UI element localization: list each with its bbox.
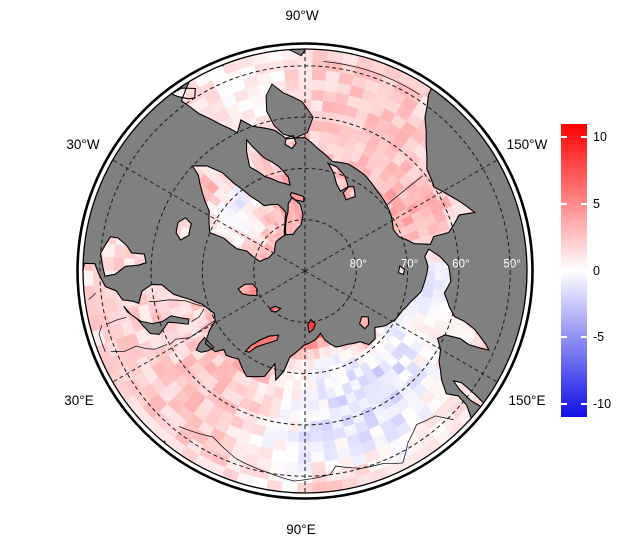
border-amur-border xyxy=(402,415,454,464)
sea-polygon-hudson-bay xyxy=(265,83,314,139)
meridian-label-3: 90°E xyxy=(286,522,315,537)
border-baltics-russia xyxy=(136,344,167,350)
coastline-banks-island xyxy=(342,186,356,201)
sea-polygon-white-sea xyxy=(195,336,215,353)
coastline-british-isles xyxy=(100,236,147,277)
map-outer-boundary xyxy=(76,42,534,500)
border-poland-ukraine xyxy=(110,345,137,352)
border-central-europe xyxy=(98,325,106,352)
coastline-novaya-zemlya xyxy=(244,334,280,353)
colorbar-tick-label: 5 xyxy=(593,196,600,211)
coastline-baffin-island xyxy=(245,138,291,186)
coastline-greenland xyxy=(191,165,287,263)
colorbar-tick-label: -5 xyxy=(593,330,605,345)
coastline-southampton-island xyxy=(284,134,297,150)
colorbar-tick-mark xyxy=(561,269,567,272)
map-boundary-layer xyxy=(76,42,534,500)
coastline-new-siberian-islands xyxy=(358,316,370,330)
graticule-meridian--30 xyxy=(112,159,306,272)
colorbar-tick-mark xyxy=(561,136,567,139)
border-france-germany xyxy=(88,292,97,300)
meridian-label-4: 30°E xyxy=(64,393,93,408)
colorbar-tick-label: 10 xyxy=(593,130,607,145)
coastline-franz-josef-land xyxy=(269,305,282,313)
border-germany-poland xyxy=(106,316,127,325)
colorbar-tick-mark xyxy=(561,202,567,205)
coastline-svalbard xyxy=(237,283,258,297)
meridian-label-2: 150°E xyxy=(509,393,546,408)
parallel-label-1: 70° xyxy=(401,259,418,271)
parallel-label-0: 80° xyxy=(350,259,367,271)
colorbar-tick-mark xyxy=(581,402,587,405)
coastline-ellesmere-island xyxy=(284,196,304,236)
sea-polygon-great-lakes xyxy=(255,49,306,57)
map-labels-layer: 90°W 150°W 150°E 90°E 30°E 30°W 80° 70° 60° 50° xyxy=(64,8,547,537)
colorbar-tick-mark xyxy=(581,136,587,139)
colorbar-tick-label: -10 xyxy=(593,396,612,411)
graticule-parallel-60 xyxy=(150,116,460,426)
colorbar-tick-mark xyxy=(581,336,587,339)
border-russia-kazakhstan xyxy=(178,426,295,482)
border-us-canada-49n xyxy=(323,61,420,95)
coastline-devon-island xyxy=(289,192,305,203)
graticule-meridian--150 xyxy=(304,159,498,272)
sea-polygon-baltic-sea xyxy=(123,305,190,335)
coastline-wrangel-island xyxy=(397,265,406,276)
meridian-label-0: 90°W xyxy=(285,8,318,23)
meridian-label-5: 30°W xyxy=(66,137,99,152)
coastline-north-america xyxy=(180,49,477,245)
country-border-layer xyxy=(88,49,454,482)
border-sweden-finland xyxy=(191,308,205,322)
colorbar-tick-mark xyxy=(561,402,567,405)
graticule-meridian-150 xyxy=(304,270,498,383)
parallel-label-3: 50° xyxy=(504,259,521,271)
colorbar-tick-mark xyxy=(581,269,587,272)
graticule-meridian-30 xyxy=(112,270,306,383)
meridian-label-1: 150°W xyxy=(507,137,548,152)
colorbar-tick-label: 0 xyxy=(593,263,600,278)
coastline-iceland xyxy=(175,217,192,241)
parallel-label-2: 60° xyxy=(452,259,469,271)
coastline-victoria-island xyxy=(326,161,349,193)
border-alaska-yukon-141w xyxy=(386,175,423,206)
graticule-parallel-70 xyxy=(201,167,409,375)
map-inner-boundary xyxy=(82,48,528,494)
border-mongolia-north xyxy=(293,462,403,482)
border-norway-sweden xyxy=(148,299,207,308)
graticule-layer xyxy=(99,49,511,493)
colorbar-tick-mark xyxy=(561,336,567,339)
colorbar-tick-mark xyxy=(581,202,587,205)
colorbar: 10 5 0 -5 -10 xyxy=(561,124,611,417)
